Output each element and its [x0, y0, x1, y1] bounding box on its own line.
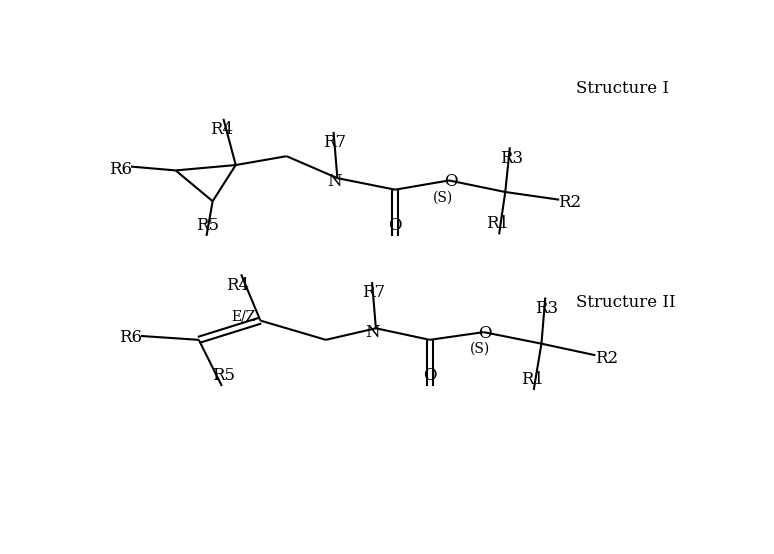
Text: R7: R7 [324, 134, 347, 151]
Text: R4: R4 [211, 121, 234, 138]
Text: R3: R3 [500, 150, 523, 167]
Text: N: N [365, 324, 380, 341]
Text: O: O [444, 173, 457, 191]
Text: R2: R2 [558, 194, 581, 211]
Text: R2: R2 [594, 350, 618, 367]
Text: (S): (S) [470, 342, 490, 356]
Text: (S): (S) [433, 191, 453, 204]
Text: Structure I: Structure I [576, 80, 669, 98]
Text: R6: R6 [108, 161, 132, 178]
Text: R3: R3 [536, 300, 558, 317]
Text: N: N [327, 173, 341, 191]
Text: E/Z: E/Z [231, 309, 255, 324]
Text: R1: R1 [521, 371, 544, 388]
Text: O: O [389, 217, 402, 234]
Text: O: O [423, 367, 437, 384]
Text: R4: R4 [227, 276, 250, 294]
Text: R7: R7 [362, 284, 385, 301]
Text: R5: R5 [197, 217, 220, 234]
Text: O: O [478, 325, 492, 342]
Text: R5: R5 [212, 367, 235, 384]
Text: Structure II: Structure II [576, 294, 676, 311]
Text: R1: R1 [486, 215, 509, 232]
Text: R6: R6 [118, 329, 142, 346]
